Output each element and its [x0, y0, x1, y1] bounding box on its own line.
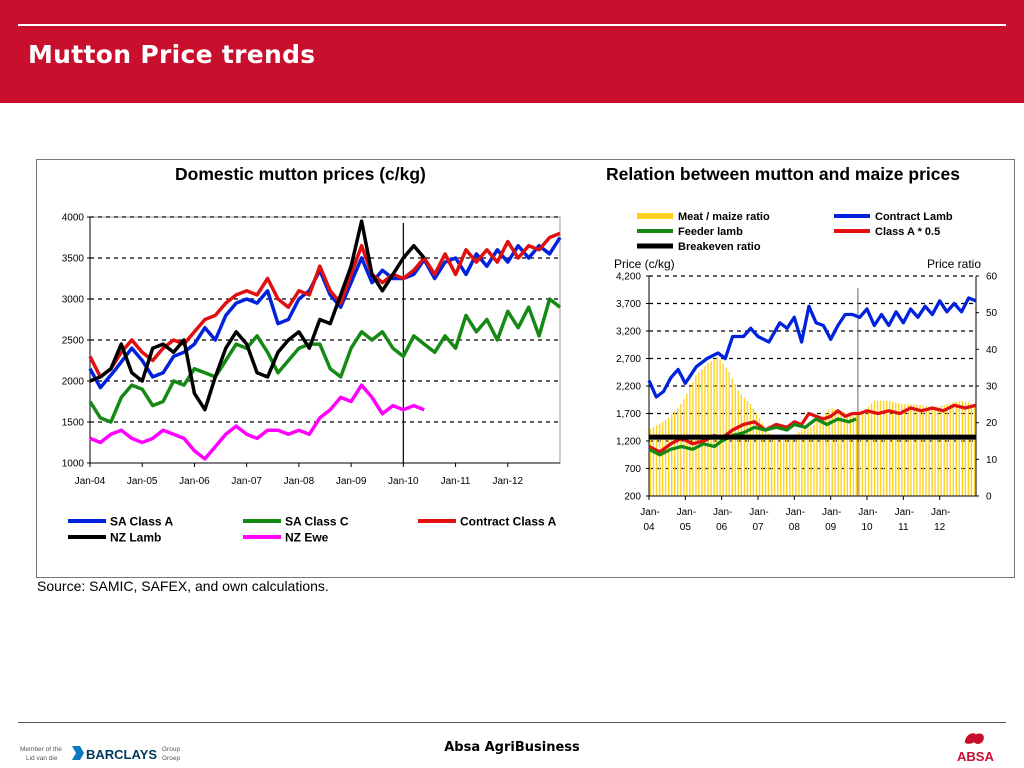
source-note: Source: SAMIC, SAFEX, and own calculatio…	[37, 578, 329, 594]
eagle-icon	[72, 746, 84, 760]
chart-title-relation: Relation between mutton and maize prices	[606, 164, 960, 184]
header-rule	[18, 24, 1006, 26]
footer-rule	[18, 722, 1006, 723]
header-bar: Mutton Price trends	[0, 0, 1024, 103]
absa-emblem-icon	[964, 733, 984, 744]
member-line-2: Lid van die	[26, 755, 58, 762]
absa-logo: ABSA	[957, 733, 994, 764]
group-line-2: Groep	[162, 755, 180, 762]
member-line-1: Member of the	[20, 746, 62, 753]
barclays-logo: Member of the Lid van die BARCLAYS Group…	[20, 746, 180, 762]
footer-company: Absa AgriBusiness	[444, 740, 580, 755]
page-title: Mutton Price trends	[28, 40, 316, 69]
barclays-wordmark: BARCLAYS	[86, 747, 157, 762]
chart-title-domestic: Domestic mutton prices (c/kg)	[175, 164, 426, 184]
charts-frame: Domestic mutton prices (c/kg) Relation b…	[36, 159, 1015, 578]
absa-wordmark: ABSA	[957, 749, 994, 764]
group-line-1: Group	[162, 746, 180, 753]
